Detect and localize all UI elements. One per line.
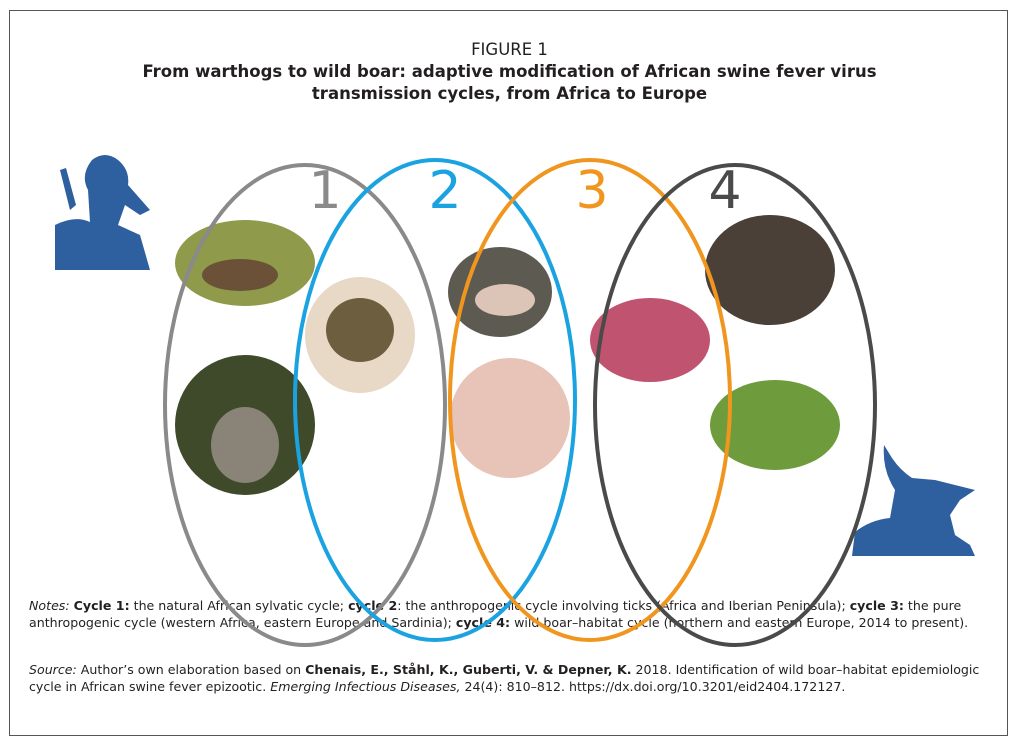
photo-detail [202, 259, 278, 291]
photo-detail [326, 298, 394, 362]
cycle-number: 4 [708, 161, 741, 221]
photo-detail [211, 407, 279, 483]
cycles-diagram: 1 2 3 4 [0, 0, 1019, 748]
photo-piglets [450, 358, 570, 478]
cycle-number: 3 [575, 161, 608, 221]
cycle-number: 2 [428, 161, 461, 221]
lion-icon [55, 155, 150, 270]
page: FIGURE 1 From warthogs to wild boar: ada… [0, 0, 1019, 748]
photo-boars [705, 215, 835, 325]
photo-detail [475, 284, 535, 316]
cycle-number: 1 [308, 161, 341, 221]
